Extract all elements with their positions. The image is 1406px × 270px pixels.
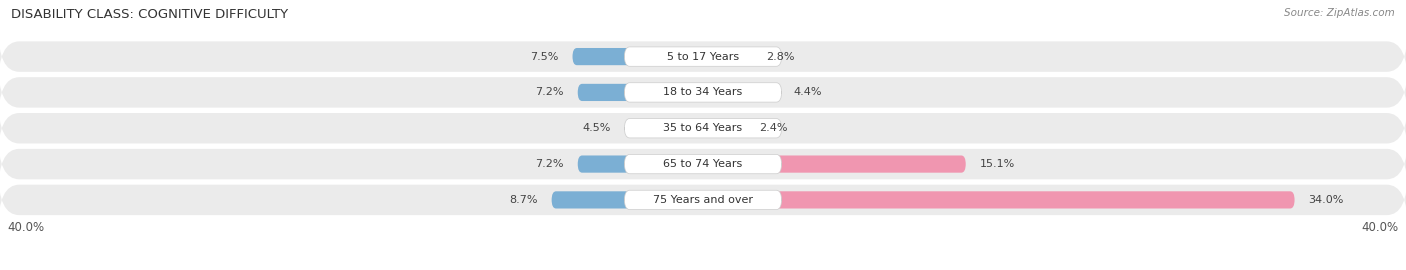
FancyBboxPatch shape (624, 47, 782, 66)
FancyBboxPatch shape (551, 191, 703, 208)
FancyBboxPatch shape (572, 48, 703, 65)
Text: 15.1%: 15.1% (980, 159, 1015, 169)
FancyBboxPatch shape (578, 84, 703, 101)
Text: 8.7%: 8.7% (509, 195, 537, 205)
FancyBboxPatch shape (703, 120, 745, 137)
Text: 7.5%: 7.5% (530, 52, 558, 62)
Text: 4.5%: 4.5% (582, 123, 610, 133)
Text: 65 to 74 Years: 65 to 74 Years (664, 159, 742, 169)
Text: 35 to 64 Years: 35 to 64 Years (664, 123, 742, 133)
FancyBboxPatch shape (0, 136, 1406, 192)
Text: 34.0%: 34.0% (1309, 195, 1344, 205)
Text: Source: ZipAtlas.com: Source: ZipAtlas.com (1284, 8, 1395, 18)
FancyBboxPatch shape (703, 84, 779, 101)
FancyBboxPatch shape (624, 83, 782, 102)
FancyBboxPatch shape (624, 120, 703, 137)
FancyBboxPatch shape (0, 65, 1406, 120)
FancyBboxPatch shape (703, 191, 1295, 208)
FancyBboxPatch shape (624, 154, 782, 174)
Text: 2.4%: 2.4% (759, 123, 787, 133)
Text: 2.8%: 2.8% (766, 52, 794, 62)
Text: 40.0%: 40.0% (1362, 221, 1399, 234)
FancyBboxPatch shape (0, 29, 1406, 84)
Text: 5 to 17 Years: 5 to 17 Years (666, 52, 740, 62)
FancyBboxPatch shape (703, 156, 966, 173)
Text: 7.2%: 7.2% (536, 159, 564, 169)
Text: 7.2%: 7.2% (536, 87, 564, 97)
FancyBboxPatch shape (0, 172, 1406, 228)
Text: DISABILITY CLASS: COGNITIVE DIFFICULTY: DISABILITY CLASS: COGNITIVE DIFFICULTY (11, 8, 288, 21)
FancyBboxPatch shape (624, 119, 782, 138)
FancyBboxPatch shape (0, 100, 1406, 156)
Text: 40.0%: 40.0% (7, 221, 44, 234)
Text: 18 to 34 Years: 18 to 34 Years (664, 87, 742, 97)
Text: 4.4%: 4.4% (793, 87, 823, 97)
Text: 75 Years and over: 75 Years and over (652, 195, 754, 205)
FancyBboxPatch shape (578, 156, 703, 173)
FancyBboxPatch shape (624, 190, 782, 210)
FancyBboxPatch shape (703, 48, 752, 65)
